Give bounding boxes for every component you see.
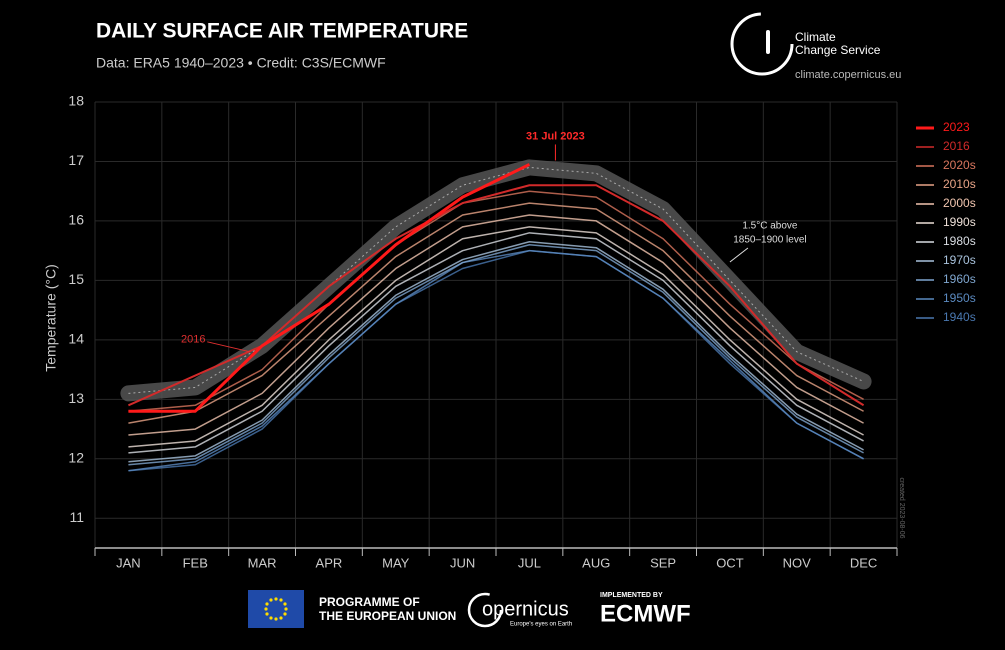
logo-thermo xyxy=(766,30,770,54)
legend-label: 1950s xyxy=(943,291,976,305)
y-tick-label: 16 xyxy=(68,212,84,228)
series-line xyxy=(128,214,864,436)
legend-label: 1990s xyxy=(943,215,976,229)
annotation: 2016 xyxy=(181,334,205,346)
legend-label: 1940s xyxy=(943,310,976,324)
series-line xyxy=(128,226,864,448)
created-note: created 2023-08-06 xyxy=(898,477,905,538)
y-tick-label: 14 xyxy=(68,331,84,347)
x-tick-label: APR xyxy=(316,555,343,570)
copernicus-c xyxy=(467,592,503,628)
service-url: climate.copernicus.eu xyxy=(795,69,901,81)
service-line: Climate xyxy=(795,30,836,44)
series-line xyxy=(128,190,864,412)
band-label: 1.5°C above xyxy=(742,221,798,232)
eu-text: PROGRAMME OF xyxy=(319,595,420,609)
y-tick-label: 15 xyxy=(68,271,84,287)
legend-label: 1980s xyxy=(943,234,976,248)
legend-label: 2000s xyxy=(943,196,976,210)
service-logo: Climate Change Service climate.copernicu… xyxy=(730,12,901,81)
service-line: Change Service xyxy=(795,43,881,57)
eu-flag xyxy=(248,590,304,628)
y-tick-label: 18 xyxy=(68,93,84,109)
eu-stars xyxy=(264,597,288,621)
y-tick-label: 12 xyxy=(68,450,84,466)
logo-ring xyxy=(730,12,794,76)
x-tick-label: JUL xyxy=(518,555,541,570)
copernicus-word: opernicus xyxy=(482,598,569,620)
series-line xyxy=(128,243,864,466)
x-tick-label: FEB xyxy=(183,555,208,570)
x-tick-label: MAR xyxy=(248,555,277,570)
y-tick-label: 17 xyxy=(68,152,84,168)
x-tick-label: NOV xyxy=(783,555,812,570)
warming-band xyxy=(120,159,872,402)
title: DAILY SURFACE AIR TEMPERATURE xyxy=(96,20,468,43)
legend-label: 2020s xyxy=(943,158,976,172)
series-line xyxy=(128,202,864,424)
series-line xyxy=(128,249,864,472)
x-tick-label: JAN xyxy=(116,555,141,570)
legend-label: 2010s xyxy=(943,177,976,191)
x-tick-label: MAY xyxy=(382,555,410,570)
series-line xyxy=(128,163,531,413)
implemented-by: IMPLEMENTED BY xyxy=(600,592,663,599)
band-pointer xyxy=(729,247,749,263)
plot: 11 12 13 14 15 16 17 18 JAN FEB MAR APR MAY JUN JUL AUG… xyxy=(68,93,975,571)
series-line xyxy=(128,249,864,472)
annotation-pointer xyxy=(207,341,251,353)
x-tick-label: JUN xyxy=(450,555,475,570)
series-line xyxy=(128,232,864,454)
subtitle: Data: ERA5 1940–2023 • Credit: C3S/ECMWF xyxy=(96,55,386,71)
copernicus-tagline: Europe's eyes on Earth xyxy=(510,622,572,628)
legend-label: 2023 xyxy=(943,120,970,134)
y-axis-title: Temperature (°C) xyxy=(43,264,59,372)
legend-label: 1970s xyxy=(943,253,976,267)
footer: PROGRAMME OF THE EUROPEAN UNION opernicu… xyxy=(248,590,691,628)
x-tick-label: DEC xyxy=(850,555,877,570)
eu-text: THE EUROPEAN UNION xyxy=(319,609,456,623)
legend-label: 2016 xyxy=(943,139,970,153)
x-tick-label: AUG xyxy=(582,555,610,570)
annotation: 31 Jul 2023 xyxy=(526,130,585,142)
series-line xyxy=(128,184,865,407)
y-tick-label: 11 xyxy=(69,509,84,525)
series-line xyxy=(128,240,864,463)
ecmwf-logo: ECMWF xyxy=(600,600,691,627)
y-tick-label: 13 xyxy=(68,390,84,406)
x-tick-label: OCT xyxy=(716,555,744,570)
legend-label: 1960s xyxy=(943,272,976,286)
band-label: 1850–1900 level xyxy=(733,235,806,246)
x-tick-label: SEP xyxy=(650,555,676,570)
